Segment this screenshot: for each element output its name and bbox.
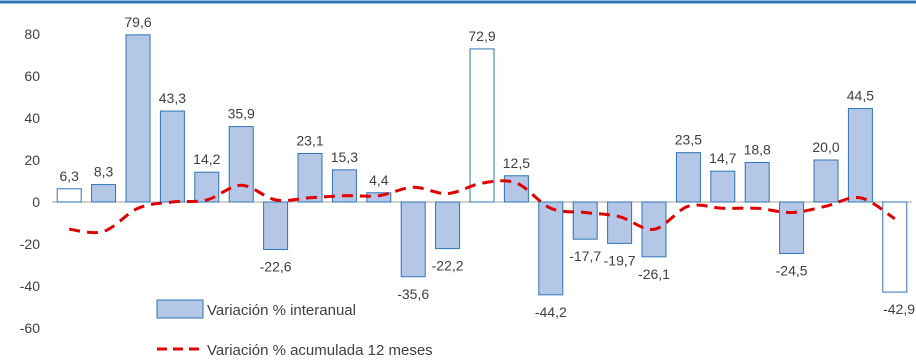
data-label: 35,9 [228,106,255,122]
data-label: -17,7 [569,248,601,264]
data-label: -44,2 [535,304,567,320]
data-label: -24,5 [776,262,808,278]
data-label: -22,6 [260,258,292,274]
data-label: -26,1 [638,266,670,282]
data-label: 79,6 [124,14,151,30]
y-axis: -60 -40 -20 0 20 40 60 80 [20,26,40,336]
bar [882,201,908,293]
bar [194,171,220,203]
data-label: 23,1 [296,132,323,148]
bar [400,201,426,278]
data-label: -35,6 [397,286,429,302]
bar [435,201,461,250]
y-tick-label: 40 [24,110,40,126]
bar [813,159,839,203]
bar [572,201,598,240]
bar [744,162,770,203]
bar [607,201,633,244]
data-label: 18,8 [744,142,771,158]
data-label: 20,0 [812,139,839,155]
bar [710,170,736,203]
bar [538,201,564,296]
data-label: 15,3 [331,149,358,165]
legend-swatch-bar [156,299,204,319]
y-tick-label: 20 [24,152,40,168]
legend-label-bar: Variación % interanual [207,302,356,319]
legend: Variación % interanual Variación % acumu… [156,299,433,359]
y-tick-label: 80 [24,26,40,42]
y-tick-label: 0 [32,194,40,210]
bar-series [56,34,908,296]
data-label: -19,7 [604,252,636,268]
bar [675,152,701,203]
legend-label-line: Variación % acumulada 12 meses [207,342,433,358]
y-tick-label: -60 [20,320,40,336]
data-label: 44,5 [847,88,874,104]
data-label: 4,4 [369,172,389,188]
data-label: 6,3 [59,168,79,184]
data-label: -22,2 [432,258,464,274]
data-label: -42,9 [883,301,915,317]
data-label: 14,7 [709,150,736,166]
data-label: 14,2 [193,151,220,167]
bar [263,201,289,250]
series-line [69,179,896,235]
data-label: 8,3 [94,164,114,180]
line-series [69,179,896,235]
data-label: 43,3 [159,90,186,106]
y-tick-label: -40 [20,278,40,294]
data-label: 23,5 [675,132,702,148]
data-label: 12,5 [503,155,530,171]
bar [779,201,805,254]
y-tick-label: -20 [20,236,40,252]
data-labels: 6,3 8,3 79,6 43,3 14,2 35,9 -22,6 23,1 15,3 4,4 -3… [59,14,915,320]
data-label: 72,9 [468,28,495,44]
bar [125,34,151,203]
bar [469,48,495,203]
bar [228,126,254,203]
bar [847,108,873,203]
bar [159,110,185,203]
bar [297,152,323,203]
y-tick-label: 60 [24,68,40,84]
bar [56,188,82,203]
bar [91,184,117,203]
